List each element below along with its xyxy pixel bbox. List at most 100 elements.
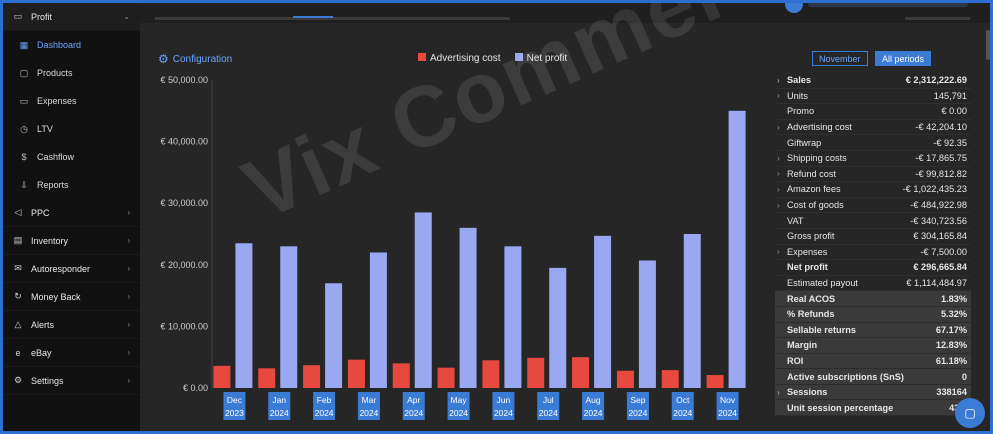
account-name-blurred bbox=[808, 1, 968, 7]
stat-row-refund-cost[interactable]: › Refund cost -€ 99,812.82 bbox=[775, 167, 971, 183]
stat-row-sales[interactable]: › Sales € 2,312,222.69 bbox=[775, 73, 971, 89]
stat-row-advertising-cost[interactable]: › Advertising cost -€ 42,204.10 bbox=[775, 120, 971, 136]
configuration-link[interactable]: ⚙ Configuration bbox=[158, 52, 232, 66]
chevron-right-icon: › bbox=[777, 75, 780, 85]
stat-row-net-profit: Net profit € 296,665.84 bbox=[775, 260, 971, 276]
chevron-right-icon: › bbox=[777, 200, 780, 210]
stat-row-cost-of-goods[interactable]: › Cost of goods -€ 484,922.98 bbox=[775, 198, 971, 214]
legend-swatch-cost bbox=[418, 53, 426, 62]
active-tab-indicator bbox=[293, 16, 333, 18]
stat-value: 12.83% bbox=[935, 340, 967, 351]
x-label-box bbox=[582, 392, 605, 420]
x-label-box bbox=[492, 392, 515, 420]
box-icon: ▢ bbox=[19, 67, 29, 78]
period-november-button[interactable]: November bbox=[812, 51, 868, 66]
stat-label: Expenses bbox=[787, 246, 828, 257]
chevron-right-icon: › bbox=[777, 169, 780, 179]
bar-net-profit bbox=[594, 235, 612, 388]
sidebar-section-label: Profit bbox=[31, 11, 53, 22]
chevron-down-icon: ⌄ bbox=[123, 12, 130, 21]
bar-net-profit bbox=[549, 267, 567, 388]
bar-advertising-cost bbox=[482, 360, 500, 388]
stat-value: 0 bbox=[961, 371, 967, 382]
stat-label: Promo bbox=[787, 106, 815, 117]
chevron-right-icon: › bbox=[777, 247, 780, 257]
stat-label: Shipping costs bbox=[787, 153, 847, 164]
gear-icon: ⚙ bbox=[158, 52, 169, 66]
stat-row-shipping-costs[interactable]: › Shipping costs -€ 17,865.75 bbox=[775, 151, 971, 167]
bar-net-profit bbox=[638, 260, 656, 388]
sidebar-item-label: Products bbox=[37, 68, 73, 78]
bar-net-profit bbox=[459, 227, 477, 388]
period-all-button[interactable]: All periods bbox=[875, 51, 932, 66]
y-tick-label: € 30,000.00 bbox=[160, 198, 208, 208]
legend-item-profit[interactable]: Net profit bbox=[514, 53, 567, 64]
stat-value: € 2,312,222.69 bbox=[905, 75, 967, 86]
legend-label: Advertising cost bbox=[430, 53, 501, 64]
stat-row-sessions[interactable]: › Sessions 338164 bbox=[775, 384, 971, 401]
chat-button[interactable]: ▢ bbox=[955, 398, 985, 428]
x-tick-year: 2024 bbox=[718, 408, 737, 418]
stat-value: € 304,165.84 bbox=[913, 231, 967, 242]
stat-label: Margin bbox=[787, 340, 818, 351]
card-icon: ▭ bbox=[19, 95, 29, 106]
x-tick-month: Mar bbox=[362, 395, 377, 405]
bar-advertising-cost bbox=[258, 368, 276, 388]
stat-row-margin: Margin 12.83% bbox=[775, 338, 971, 354]
bar-net-profit bbox=[504, 246, 522, 388]
x-tick-month: Jan bbox=[272, 395, 286, 405]
configuration-label: Configuration bbox=[172, 53, 233, 65]
sidebar-section-money-back[interactable]: ↻ Money Back › bbox=[3, 283, 140, 311]
sidebar-item-expenses[interactable]: ▭ Expenses bbox=[3, 87, 140, 115]
stat-label: ROI bbox=[787, 355, 804, 366]
sidebar-section-alerts[interactable]: △ Alerts › bbox=[3, 311, 140, 339]
x-label-box bbox=[671, 392, 694, 420]
tab-strip-right bbox=[905, 17, 970, 20]
dollar-icon: $ bbox=[21, 152, 27, 162]
bar-net-profit bbox=[728, 110, 746, 389]
stat-row-units[interactable]: › Units 145,791 bbox=[775, 89, 971, 105]
x-tick-year: 2024 bbox=[584, 408, 603, 418]
stat-row-expenses[interactable]: › Expenses -€ 7,500.00 bbox=[775, 245, 971, 261]
bar-advertising-cost bbox=[527, 357, 545, 388]
stat-row-promo: Promo € 0.00 bbox=[775, 104, 971, 120]
stat-value: € 1,114,484.97 bbox=[906, 278, 967, 289]
sidebar-item-dashboard[interactable]: ▦ Dashboard bbox=[3, 31, 140, 59]
sidebar-section-inventory[interactable]: ▤ Inventory › bbox=[3, 227, 140, 255]
x-tick-year: 2024 bbox=[359, 408, 378, 418]
legend-item-cost[interactable]: Advertising cost bbox=[418, 53, 501, 64]
stat-label: Units bbox=[787, 90, 808, 101]
stat-value: 1.83% bbox=[940, 293, 967, 304]
sidebar-item-reports[interactable]: ⇩ Reports bbox=[3, 171, 140, 199]
stat-value: € 296,665.84 bbox=[913, 262, 967, 273]
sidebar-item-products[interactable]: ▢ Products bbox=[3, 59, 140, 87]
sidebar-section-label: eBay bbox=[31, 347, 52, 358]
x-tick-year: 2024 bbox=[404, 408, 423, 418]
sidebar-section-ebay[interactable]: e eBay › bbox=[3, 339, 140, 367]
sidebar-item-cashflow[interactable]: $ Cashflow bbox=[3, 143, 140, 171]
chevron-right-icon: › bbox=[127, 320, 130, 329]
stat-label: VAT bbox=[787, 215, 804, 226]
scrollbar[interactable] bbox=[986, 30, 990, 60]
sidebar-section-profit[interactable]: ▭ Profit ⌄ bbox=[3, 3, 140, 31]
chevron-right-icon: › bbox=[777, 184, 780, 194]
avatar[interactable] bbox=[785, 0, 803, 13]
x-label-box bbox=[313, 392, 336, 420]
stat-row-sellable-returns: Sellable returns 67.17% bbox=[775, 322, 971, 339]
clock-icon: ◷ bbox=[20, 123, 28, 134]
stat-label: Real ACOS bbox=[787, 293, 836, 304]
x-tick-month: Oct bbox=[676, 395, 690, 405]
sidebar-section-ppc[interactable]: ◁ PPC › bbox=[3, 199, 140, 227]
sidebar-section-autoresponder[interactable]: ✉ Autoresponder › bbox=[3, 255, 140, 283]
sidebar-item-ltv[interactable]: ◷ LTV bbox=[3, 115, 140, 143]
stat-row-giftwrap: Giftwrap -€ 92.35 bbox=[775, 135, 971, 151]
stat-row-amazon-fees[interactable]: › Amazon fees -€ 1,022,435.23 bbox=[775, 182, 971, 198]
bell-icon: △ bbox=[14, 319, 22, 329]
stat-value: -€ 1,022,435.23 bbox=[902, 184, 967, 195]
bar-net-profit bbox=[235, 243, 253, 388]
sidebar-section-settings[interactable]: ⚙ Settings › bbox=[3, 367, 140, 395]
bar-net-profit bbox=[414, 212, 432, 388]
stat-label: Advertising cost bbox=[787, 122, 852, 133]
sidebar-section-label: Money Back bbox=[31, 291, 81, 302]
profit-chart: € 0.00 € 10,000.00 € 20,000.00 € 30,000.00 €… bbox=[150, 70, 760, 422]
